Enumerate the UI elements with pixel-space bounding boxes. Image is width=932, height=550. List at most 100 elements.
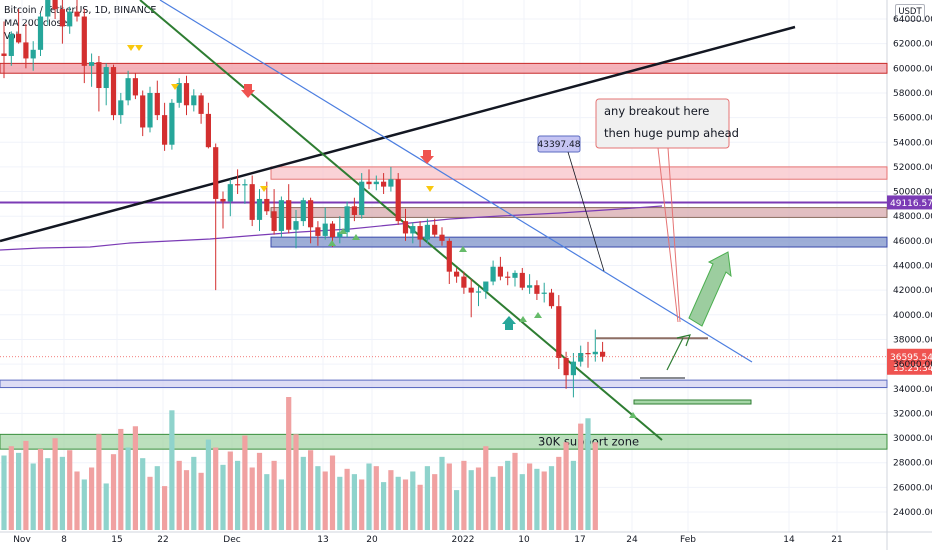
candle-body <box>527 285 533 288</box>
volume-bar <box>322 471 328 530</box>
candle <box>213 143 219 291</box>
volume-bar <box>432 474 438 530</box>
volume-bar <box>264 474 270 530</box>
candle <box>395 173 401 225</box>
volume-bar <box>439 456 445 530</box>
candle <box>468 279 474 318</box>
candle <box>497 256 503 281</box>
candle-body <box>512 272 518 278</box>
candle <box>402 208 409 241</box>
volume-bar <box>373 466 379 530</box>
volume-bar <box>271 460 277 530</box>
candle <box>388 166 394 192</box>
volume-bar <box>110 454 117 530</box>
volume-bar <box>424 466 430 530</box>
x-axis[interactable]: Nov 8 15 22 Dec 13 20 2022 10 17 24 Feb 14 21 <box>13 535 843 545</box>
volume-bar <box>541 471 547 530</box>
volume-bar <box>140 458 146 530</box>
candle <box>366 169 372 190</box>
candle <box>74 0 80 22</box>
zone-support-34400 <box>0 379 888 389</box>
volume-bar <box>37 448 44 530</box>
candle <box>183 75 190 116</box>
candle-body <box>592 351 598 355</box>
y-tick-label: 38000.00 <box>893 335 932 345</box>
candle-body <box>410 226 416 234</box>
volume-bar <box>242 435 248 530</box>
x-tick-label: 21 <box>831 535 842 545</box>
candle-body <box>220 198 226 202</box>
mini-arrow-head <box>676 334 691 347</box>
candle <box>541 282 547 303</box>
candle-body <box>271 211 277 231</box>
candle-body <box>548 292 555 307</box>
volume-bar <box>16 452 22 530</box>
candle <box>278 196 284 238</box>
volume-bar <box>45 458 51 530</box>
candle-body <box>213 147 219 199</box>
candle <box>59 0 65 44</box>
candle <box>585 341 591 368</box>
volume-bar <box>475 467 482 530</box>
volume-bar <box>556 456 562 530</box>
candle <box>475 286 482 307</box>
candle <box>600 341 606 362</box>
candle-body <box>278 200 284 231</box>
candle-body <box>490 266 496 282</box>
volume-bar <box>505 460 511 530</box>
candle-body <box>118 100 124 116</box>
candle-body <box>454 271 460 277</box>
y-tick-label: 24000.00 <box>893 508 932 518</box>
candle <box>490 260 496 286</box>
callout-line2: then huge pump ahead <box>604 126 739 140</box>
volume-bar <box>344 468 350 530</box>
y-axis[interactable]: 24000.00 26000.00 28000.00 30000.00 32000.00… <box>893 15 932 518</box>
candle <box>30 41 36 71</box>
volume-bar <box>461 460 467 530</box>
candle <box>439 227 445 246</box>
y-tick-label: 44000.00 <box>893 262 932 272</box>
candle-body <box>293 221 299 230</box>
candle-body <box>439 234 445 241</box>
candle-body <box>337 232 343 238</box>
volume-bar <box>570 460 576 530</box>
candle <box>570 353 576 398</box>
candle-body <box>256 198 263 220</box>
symbol-title[interactable]: Bitcoin / TetherUS, 1D, BINANCE <box>4 5 157 16</box>
callout-line1: any breakout here <box>604 104 709 118</box>
volume-bar <box>527 463 533 530</box>
candle <box>67 6 73 34</box>
candle <box>227 179 233 217</box>
x-tick-label: 17 <box>574 535 585 545</box>
last-price-badge <box>887 348 932 375</box>
candle-body <box>59 9 65 27</box>
candle-body <box>461 276 467 288</box>
candle-body <box>424 224 430 240</box>
candle-body <box>1 53 7 56</box>
candle <box>293 210 299 249</box>
price-label-text: 43397.48 <box>538 140 581 150</box>
candle <box>322 207 328 240</box>
candle <box>1 21 7 79</box>
volume-bar <box>351 474 357 530</box>
candle <box>424 218 430 244</box>
candle-body <box>16 33 22 43</box>
candle-body <box>125 78 131 101</box>
candle <box>417 221 423 248</box>
ma-legend[interactable]: MA 200 close <box>4 18 68 29</box>
candle-body <box>585 353 591 355</box>
y-tick-label: 56000.00 <box>893 114 932 124</box>
candle <box>308 197 314 244</box>
candle <box>176 78 182 108</box>
zone-resistance-60000 <box>0 62 888 74</box>
callout-pointer-2 <box>667 147 681 323</box>
candle <box>483 281 489 299</box>
candle-body <box>242 184 248 186</box>
candle-body <box>249 184 255 220</box>
currency-badge[interactable]: USDT <box>895 4 925 21</box>
candle <box>154 80 160 121</box>
volume-bar <box>417 484 423 530</box>
volume-bar <box>220 464 226 530</box>
x-tick-label: Nov <box>13 535 31 545</box>
